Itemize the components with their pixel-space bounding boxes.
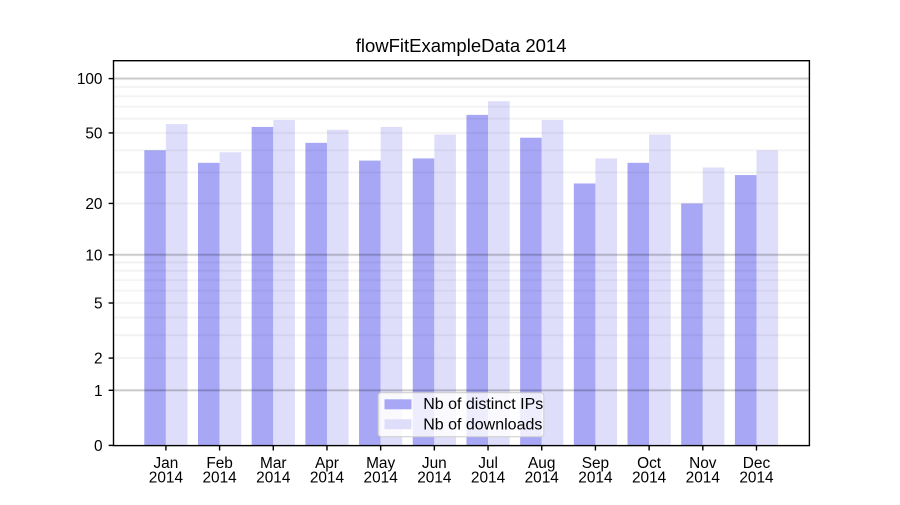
svg-text:5: 5 — [94, 296, 103, 313]
svg-text:2014: 2014 — [471, 469, 506, 486]
svg-text:2014: 2014 — [202, 469, 237, 486]
svg-text:2014: 2014 — [686, 469, 721, 486]
svg-text:2014: 2014 — [310, 469, 345, 486]
svg-text:2014: 2014 — [256, 469, 291, 486]
svg-text:0: 0 — [94, 438, 103, 455]
svg-text:Jan: Jan — [153, 455, 178, 472]
svg-text:2014: 2014 — [364, 469, 399, 486]
svg-text:20: 20 — [85, 196, 102, 213]
svg-text:2: 2 — [94, 351, 103, 368]
svg-text:Sep: Sep — [582, 455, 609, 472]
svg-text:Oct: Oct — [637, 455, 662, 472]
svg-text:Feb: Feb — [206, 455, 233, 472]
svg-text:2014: 2014 — [632, 469, 667, 486]
svg-text:Mar: Mar — [260, 455, 287, 472]
svg-text:2014: 2014 — [578, 469, 613, 486]
svg-text:50: 50 — [85, 125, 102, 142]
svg-text:2014: 2014 — [739, 469, 774, 486]
svg-text:10: 10 — [85, 247, 102, 264]
svg-text:flowFitExampleData 2014: flowFitExampleData 2014 — [356, 35, 567, 56]
svg-text:Nb of downloads: Nb of downloads — [423, 417, 542, 434]
svg-text:Dec: Dec — [743, 455, 771, 472]
svg-text:Nb of distinct IPs: Nb of distinct IPs — [423, 396, 543, 413]
svg-text:2014: 2014 — [417, 469, 452, 486]
svg-text:Nov: Nov — [689, 455, 717, 472]
svg-text:Jul: Jul — [478, 455, 498, 472]
svg-text:May: May — [366, 455, 395, 472]
svg-text:1: 1 — [94, 383, 103, 400]
svg-text:Aug: Aug — [528, 455, 555, 472]
svg-text:Apr: Apr — [315, 455, 339, 472]
svg-text:Jun: Jun — [422, 455, 447, 472]
svg-text:2014: 2014 — [149, 469, 184, 486]
svg-text:100: 100 — [77, 71, 103, 88]
svg-text:2014: 2014 — [525, 469, 560, 486]
